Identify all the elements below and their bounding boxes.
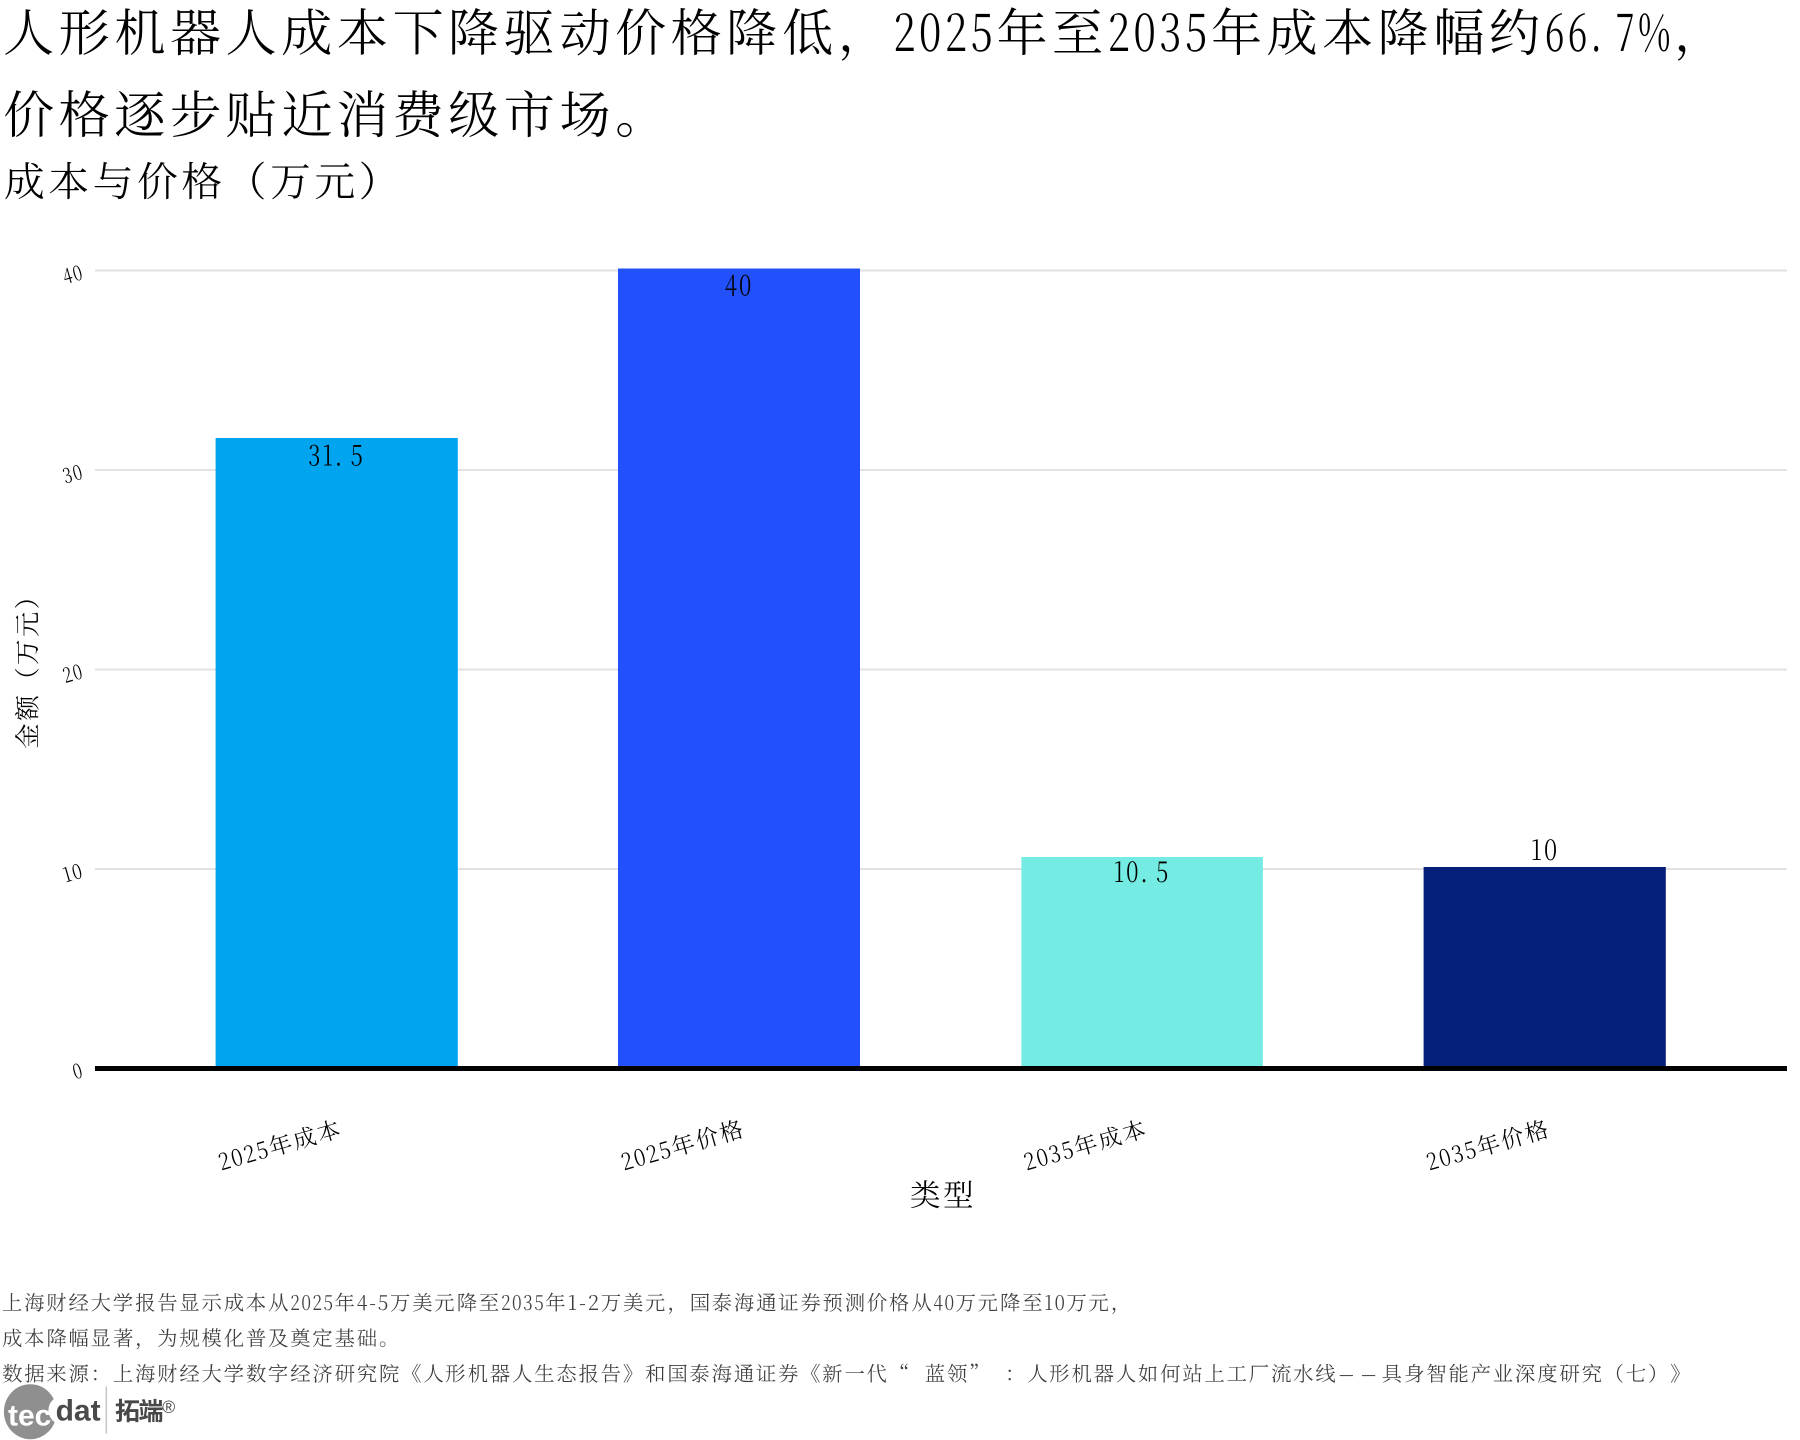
svg-text:tec: tec bbox=[8, 1399, 51, 1432]
svg-text:10. 5: 10. 5 bbox=[1114, 851, 1171, 891]
svg-text:类型: 类型 bbox=[910, 1171, 977, 1215]
svg-text:40: 40 bbox=[725, 265, 753, 305]
svg-text:成本降幅显著，为规模化普及奠定基础。: 成本降幅显著，为规模化普及奠定基础。 bbox=[2, 1322, 401, 1351]
svg-text:31. 5: 31. 5 bbox=[308, 435, 365, 475]
svg-text:人形机器人成本下降驱动价格降低，2025年至2035年成本降: 人形机器人成本下降驱动价格降低，2025年至2035年成本降幅约66. 7%， bbox=[3, 0, 1729, 66]
svg-text:®: ® bbox=[162, 1397, 175, 1417]
svg-text:拓端: 拓端 bbox=[115, 1392, 163, 1428]
svg-text:成本与价格（万元）: 成本与价格（万元） bbox=[4, 149, 403, 208]
svg-text:数据来源：上海财经大学数字经济研究院《人形机器人生态报告》和: 数据来源：上海财经大学数字经济研究院《人形机器人生态报告》和国泰海通证券《新一代… bbox=[2, 1358, 1692, 1387]
svg-text:上海财经大学报告显示成本从2025年4-5万美元降至2035: 上海财经大学报告显示成本从2025年4-5万美元降至2035年1-2万美元，国泰… bbox=[2, 1287, 1133, 1316]
svg-text:dat: dat bbox=[56, 1394, 101, 1427]
svg-text:价格逐步贴近消费级市场。: 价格逐步贴近消费级市场。 bbox=[3, 74, 671, 148]
svg-text:金额（万元）: 金额（万元） bbox=[9, 582, 45, 749]
svg-text:10: 10 bbox=[1531, 829, 1559, 869]
